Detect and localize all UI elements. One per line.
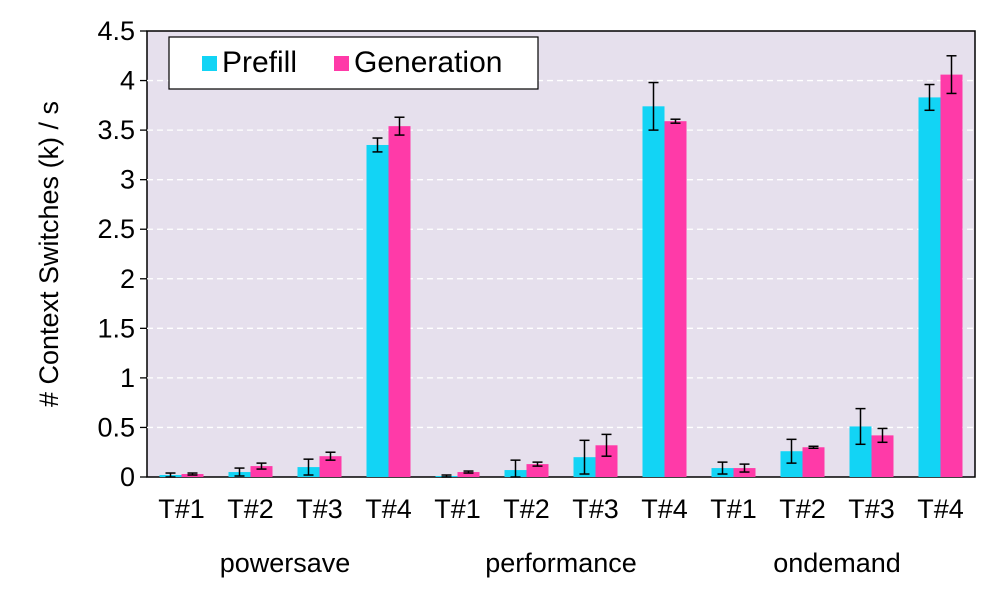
y-tick-label: 3.5 [97,115,135,145]
x-tick-label: T#4 [641,494,688,524]
bar-generation [802,447,825,477]
bar-prefill [918,97,941,477]
x-tick-label: T#3 [296,494,343,524]
legend-label-generation: Generation [354,46,502,79]
group-label-performance: performance [485,548,637,578]
bar-generation [457,472,480,477]
bar-prefill [366,144,389,477]
x-axis: T#1 T#2 T#3 T#4 T#1 T#2 T#3 T#4 T#1 T#2 T#3 T#4 powe… [158,494,964,578]
legend-label-prefill: Prefill [222,46,297,79]
x-tick-label: T#2 [779,494,826,524]
gridlines [147,79,975,429]
legend-box [168,36,539,90]
y-tick-label: 4 [120,66,135,96]
x-tick-label: T#4 [365,494,412,524]
legend-swatch-prefill [202,56,217,71]
group-label-powersave: powersave [220,548,351,578]
x-tick-label: T#4 [917,494,964,524]
legend-swatch-generation [334,56,349,71]
bar-generation [388,126,411,477]
y-tick-label: 4.5 [97,16,135,46]
group-label-ondemand: ondemand [773,548,901,578]
x-tick-label: T#3 [848,494,895,524]
bar-generation [319,456,342,477]
y-tick-label: 1 [120,363,135,393]
y-axis-label: # Context Switches (k) / s [34,101,64,407]
y-tick-label: 0.5 [97,412,135,442]
y-tick-label: 0 [120,462,135,492]
y-tick-label: 1.5 [97,313,135,343]
bar-generation [250,466,273,477]
bar-generation [940,74,963,477]
y-tick-label: 2 [120,264,135,294]
error-bars [165,55,957,478]
bar-generation [871,435,894,477]
bar-generation [664,121,687,478]
plot-area [146,30,976,478]
x-tick-label: T#1 [158,494,205,524]
x-tick-label: T#3 [572,494,619,524]
bar-generation [595,445,618,477]
bar-prefill [849,426,872,477]
legend: Prefill Generation [168,36,539,90]
x-tick-label: T#1 [710,494,757,524]
bars [159,74,963,478]
y-axis: 0 0.5 1 1.5 2 2.5 3 3.5 4 4.5 [97,16,147,492]
x-tick-label: T#2 [503,494,550,524]
x-tick-label: T#1 [434,494,481,524]
x-tick-label: T#2 [227,494,274,524]
bar-prefill [780,451,803,477]
bar-generation [526,464,549,477]
y-tick-label: 2.5 [97,214,135,244]
y-tick-label: 3 [120,165,135,195]
bar-prefill [642,106,665,477]
